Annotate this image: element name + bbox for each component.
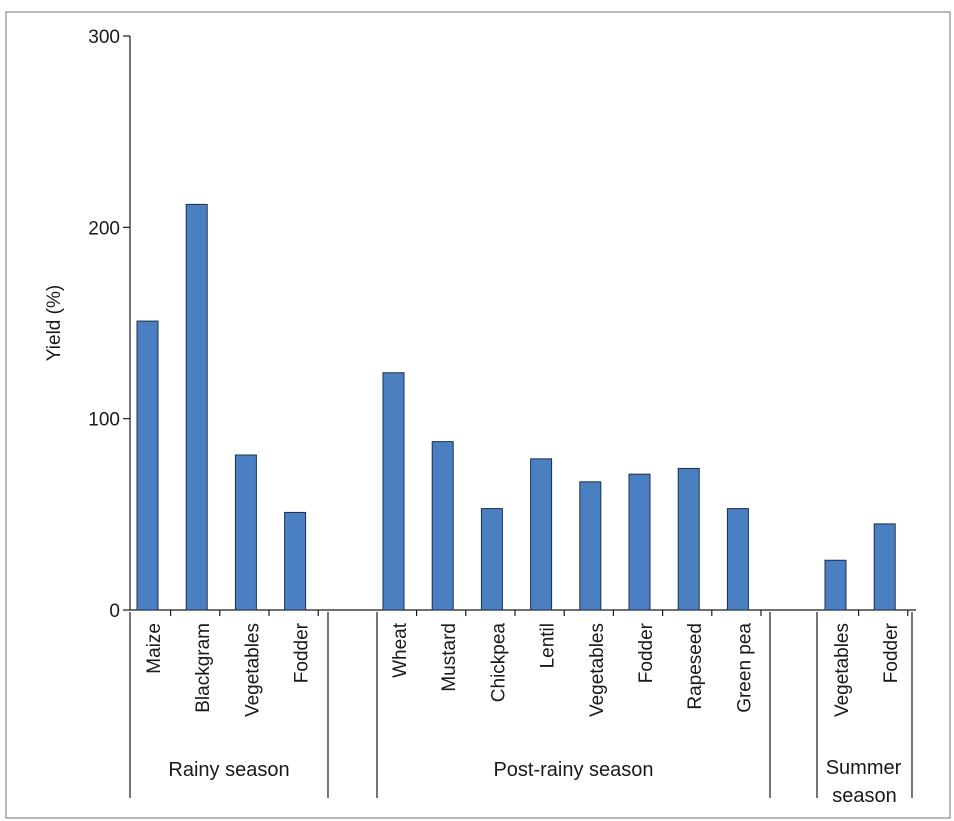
- bar: [873, 523, 896, 611]
- bar: [284, 511, 307, 611]
- y-tick-label: 200: [88, 218, 120, 239]
- bar: [480, 508, 503, 611]
- group-structure: Rainy season Post-rainy season Summer seaso…: [129, 612, 913, 807]
- bar: [628, 473, 651, 611]
- x-tick-label: Vegetables: [587, 623, 608, 717]
- group-label: Summer: [826, 757, 902, 779]
- group-label-line2: season: [832, 785, 897, 807]
- bar: [824, 559, 847, 611]
- category-labels: Maize Blackgram Vegetables Fodder Wheat Musta…: [144, 610, 909, 717]
- y-axis-label: Yield (%): [44, 285, 65, 361]
- x-tick-label: Vegetables: [242, 623, 263, 717]
- x-tick-label: Chickpea: [488, 623, 509, 703]
- x-tick-label: Maize: [144, 623, 165, 674]
- x-tick-label: Wheat: [390, 622, 411, 678]
- x-tick-label: Mustard: [439, 623, 460, 692]
- bar: [726, 508, 749, 611]
- y-ticks: 0 100 200 300: [88, 27, 130, 622]
- bar: [234, 454, 257, 611]
- bars: [136, 203, 896, 611]
- bar: [677, 467, 700, 611]
- chart-axes: [129, 36, 916, 611]
- bar: [185, 203, 208, 611]
- bar: [136, 320, 159, 611]
- x-tick-label: Vegetables: [832, 623, 853, 717]
- x-tick-label: Blackgram: [193, 623, 214, 713]
- group-label: Post-rainy season: [493, 759, 653, 781]
- y-tick-label: 0: [109, 601, 120, 622]
- y-tick-label: 300: [88, 27, 120, 48]
- y-tick-label: 100: [88, 410, 120, 431]
- x-tick-label: Green pea: [734, 623, 755, 713]
- x-tick-label: Rapeseed: [685, 623, 706, 710]
- bar: [431, 441, 454, 611]
- bar: [382, 372, 405, 611]
- bar: [530, 458, 553, 611]
- x-tick-label: Fodder: [292, 622, 313, 683]
- chart-frame: [5, 11, 951, 819]
- group-label: Rainy season: [168, 759, 289, 781]
- x-tick-label: Fodder: [881, 622, 902, 683]
- bar: [579, 481, 602, 611]
- x-tick-label: Lentil: [538, 623, 559, 668]
- x-tick-label: Fodder: [636, 622, 657, 683]
